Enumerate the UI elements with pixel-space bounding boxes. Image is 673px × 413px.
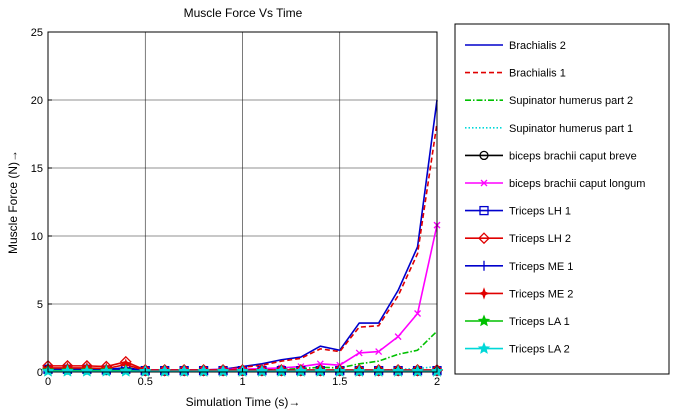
legend-entry: Triceps LH 1 xyxy=(465,206,571,218)
legend-entry: Supinator humerus part 1 xyxy=(465,123,633,135)
y-axis-label: Muscle Force (N)→ xyxy=(6,150,20,254)
legend-box xyxy=(454,23,670,375)
y-tick-label: 20 xyxy=(31,95,43,107)
legend-marker xyxy=(480,179,488,187)
legend-label: Brachialis 1 xyxy=(509,68,566,80)
legend-entry: Triceps LA 1 xyxy=(465,314,570,328)
grid xyxy=(48,32,437,372)
data-point xyxy=(375,348,383,356)
data-point xyxy=(177,364,191,377)
y-tick-label: 0 xyxy=(37,367,43,379)
data-point xyxy=(255,364,269,377)
y-tick-label: 25 xyxy=(31,27,43,39)
chart-title: Muscle Force Vs Time xyxy=(184,6,303,20)
data-point xyxy=(391,364,405,377)
data-point xyxy=(352,364,366,377)
legend: Brachialis 2 Brachialis 1 Supinator humeru… xyxy=(465,40,645,356)
legend-marker xyxy=(478,232,490,245)
legend-label: Triceps LA 1 xyxy=(509,316,570,328)
legend-entry: Supinator humerus part 2 xyxy=(465,95,633,107)
legend-label: Triceps ME 2 xyxy=(509,288,573,300)
data-point xyxy=(216,364,230,377)
y-tick-label: 15 xyxy=(31,163,43,175)
data-point xyxy=(197,364,210,377)
x-tick-label: 1.5 xyxy=(332,376,347,388)
legend-label: Supinator humerus part 1 xyxy=(509,123,633,135)
legend-label: Triceps LH 1 xyxy=(509,206,571,218)
x-tick-label: 2 xyxy=(434,376,440,388)
legend-marker xyxy=(477,314,491,327)
data-point xyxy=(275,364,288,377)
legend-label: biceps brachii caput breve xyxy=(509,150,637,162)
data-point xyxy=(316,360,324,368)
y-tick-label: 5 xyxy=(37,299,43,311)
series-12 xyxy=(41,364,444,377)
data-point xyxy=(61,364,74,377)
data-point xyxy=(80,364,94,377)
data-point xyxy=(411,364,424,377)
x-tick-label: 1 xyxy=(239,376,245,388)
series-3 xyxy=(48,330,438,373)
legend-label: Triceps ME 1 xyxy=(509,261,573,273)
legend-entry: Triceps LH 2 xyxy=(465,232,571,245)
data-point xyxy=(294,364,308,377)
legend-label: Supinator humerus part 2 xyxy=(509,95,633,107)
legend-entry: Brachialis 2 xyxy=(465,40,566,52)
legend-marker xyxy=(479,150,489,161)
legend-label: Triceps LA 2 xyxy=(509,344,570,356)
series-line xyxy=(48,330,438,373)
data-point xyxy=(119,364,133,377)
legend-entry: biceps brachii caput longum xyxy=(465,178,645,190)
legend-entry: Brachialis 1 xyxy=(465,68,566,80)
legend-label: biceps brachii caput longum xyxy=(509,178,645,190)
legend-marker xyxy=(479,260,489,271)
legend-marker xyxy=(477,287,491,300)
x-axis-label: Simulation Time (s)→ xyxy=(186,395,301,409)
x-tick-label: 0 xyxy=(45,376,51,388)
legend-marker xyxy=(477,342,491,354)
legend-entry: Triceps ME 2 xyxy=(465,287,573,300)
data-point xyxy=(394,333,402,341)
legend-label: Triceps LH 2 xyxy=(509,233,571,245)
legend-entry: biceps brachii caput breve xyxy=(465,150,637,162)
data-point xyxy=(414,310,422,317)
data-point xyxy=(372,364,385,377)
data-point xyxy=(314,364,327,377)
x-tick-label: 0.5 xyxy=(138,376,153,388)
legend-entry: Triceps LA 2 xyxy=(465,342,570,356)
data-point xyxy=(100,364,113,377)
data-point xyxy=(355,349,363,357)
data-point xyxy=(158,364,171,377)
y-tick-label: 10 xyxy=(31,231,43,243)
legend-entry: Triceps ME 1 xyxy=(465,261,573,273)
legend-marker xyxy=(479,205,489,216)
legend-label: Brachialis 2 xyxy=(509,40,566,52)
